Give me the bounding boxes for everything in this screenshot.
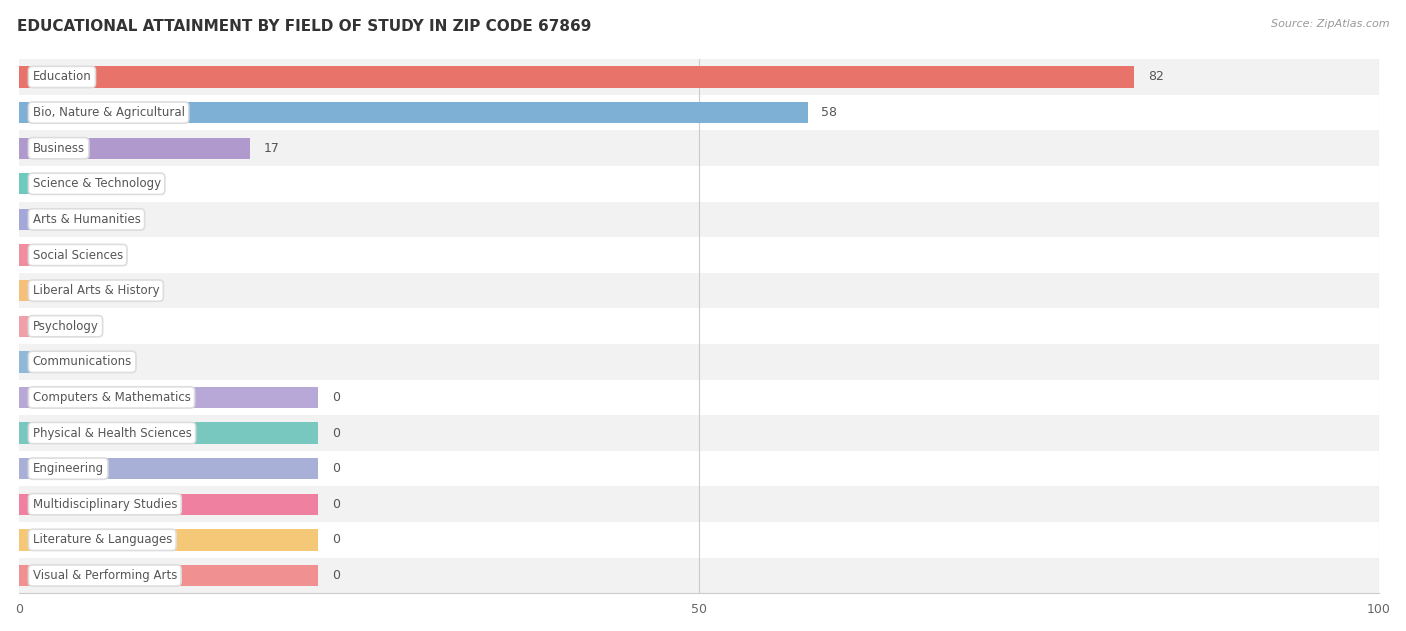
Bar: [20, 209, 73, 230]
Text: Literature & Languages: Literature & Languages: [32, 533, 172, 546]
Bar: [20, 344, 1379, 380]
Bar: [20, 529, 318, 551]
Text: 82: 82: [1147, 71, 1164, 83]
Bar: [20, 95, 1379, 131]
Bar: [20, 458, 318, 480]
Text: EDUCATIONAL ATTAINMENT BY FIELD OF STUDY IN ZIP CODE 67869: EDUCATIONAL ATTAINMENT BY FIELD OF STUDY…: [17, 19, 592, 34]
Text: Social Sciences: Social Sciences: [32, 249, 122, 261]
Text: 17: 17: [264, 142, 280, 155]
Bar: [20, 59, 1379, 95]
Text: Science & Technology: Science & Technology: [32, 177, 160, 191]
Bar: [20, 273, 1379, 309]
Bar: [20, 102, 808, 123]
Text: Visual & Performing Arts: Visual & Performing Arts: [32, 569, 177, 582]
Text: 2: 2: [60, 355, 67, 369]
Bar: [20, 173, 101, 194]
Text: Computers & Mathematics: Computers & Mathematics: [32, 391, 190, 404]
Bar: [20, 558, 1379, 593]
Text: 0: 0: [332, 498, 340, 510]
Text: 3: 3: [73, 249, 82, 261]
Text: Physical & Health Sciences: Physical & Health Sciences: [32, 427, 191, 440]
Text: Multidisciplinary Studies: Multidisciplinary Studies: [32, 498, 177, 510]
Text: Psychology: Psychology: [32, 320, 98, 333]
Bar: [20, 387, 318, 408]
Bar: [20, 415, 1379, 451]
Text: Liberal Arts & History: Liberal Arts & History: [32, 284, 159, 297]
Bar: [20, 522, 1379, 558]
Bar: [20, 309, 1379, 344]
Text: Business: Business: [32, 142, 84, 155]
Text: 58: 58: [821, 106, 838, 119]
Text: Arts & Humanities: Arts & Humanities: [32, 213, 141, 226]
Text: 3: 3: [73, 284, 82, 297]
Bar: [20, 422, 318, 444]
Bar: [20, 138, 250, 159]
Text: Education: Education: [32, 71, 91, 83]
Bar: [20, 487, 1379, 522]
Bar: [20, 166, 1379, 201]
Text: 4: 4: [87, 213, 94, 226]
Bar: [20, 380, 1379, 415]
Bar: [20, 280, 60, 301]
Bar: [20, 451, 1379, 487]
Bar: [20, 565, 318, 586]
Text: 0: 0: [332, 391, 340, 404]
Bar: [20, 493, 318, 515]
Text: Communications: Communications: [32, 355, 132, 369]
Text: 0: 0: [332, 569, 340, 582]
Text: Bio, Nature & Agricultural: Bio, Nature & Agricultural: [32, 106, 184, 119]
Text: 2: 2: [60, 320, 67, 333]
Bar: [20, 351, 46, 372]
Bar: [20, 244, 60, 266]
Bar: [20, 316, 46, 337]
Text: 0: 0: [332, 462, 340, 475]
Text: Engineering: Engineering: [32, 462, 104, 475]
Text: 6: 6: [114, 177, 122, 191]
Bar: [20, 131, 1379, 166]
Bar: [20, 66, 1135, 88]
Text: 0: 0: [332, 427, 340, 440]
Bar: [20, 201, 1379, 237]
Text: 0: 0: [332, 533, 340, 546]
Bar: [20, 237, 1379, 273]
Text: Source: ZipAtlas.com: Source: ZipAtlas.com: [1271, 19, 1389, 29]
